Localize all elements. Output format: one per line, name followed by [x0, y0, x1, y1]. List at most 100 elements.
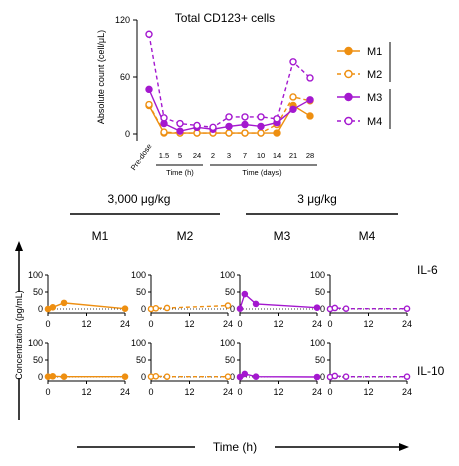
data-point [145, 30, 153, 38]
legend-label: M2 [367, 69, 382, 81]
data-point [49, 303, 57, 311]
x-tick-label: 12 [363, 387, 373, 397]
x-tick-label: 12 [81, 319, 91, 329]
group-label-low-dose: 3 μg/kg [297, 192, 337, 206]
data-point [236, 373, 244, 381]
data-point [403, 373, 411, 380]
panel-series-line [329, 307, 407, 310]
x-tick-label: 24 [223, 387, 233, 397]
data-point [313, 304, 321, 311]
x-tick-label: 24 [402, 387, 412, 397]
y-tick-label: 120 [115, 15, 130, 25]
y-tick-label: 0 [38, 372, 43, 382]
data-point [241, 370, 249, 378]
panel-title: M1 [92, 229, 109, 243]
x-tick-label: Pre-dose [129, 142, 154, 172]
data-point [152, 373, 160, 380]
x-tick-label: 0 [327, 387, 332, 397]
y-tick-label: 50 [136, 355, 146, 365]
panel-title: M4 [359, 229, 376, 243]
data-point [224, 373, 232, 380]
legend-label: M4 [367, 116, 382, 128]
x-tick-label: 1.5 [159, 151, 169, 160]
x-tick-label: 14 [273, 151, 281, 160]
data-point [241, 290, 249, 298]
data-point [342, 305, 350, 312]
chart-title: Total CD123+ cells [175, 11, 275, 25]
data-point [331, 372, 339, 380]
x-tick-label: 0 [148, 319, 153, 329]
x-tick-label: 12 [363, 319, 373, 329]
data-point [163, 373, 171, 380]
data-point [160, 114, 168, 122]
legend-marker [344, 69, 353, 79]
data-point [257, 122, 265, 131]
x-tick-label: 12 [273, 319, 283, 329]
y-tick-label: 100 [28, 270, 43, 280]
y-axis-arrow-head [15, 241, 23, 251]
group-label-days: Time (days) [242, 168, 282, 177]
y-tick-label: 50 [33, 355, 43, 365]
data-point [49, 373, 57, 380]
series-line-m2 [148, 96, 311, 134]
y-tick-label: 50 [315, 355, 325, 365]
x-tick-label: 0 [327, 319, 332, 329]
x-axis-arrow-head [399, 443, 409, 451]
x-tick-label: 10 [257, 151, 265, 160]
data-point [289, 105, 297, 114]
data-point [224, 302, 232, 309]
x-tick-label: 0 [237, 319, 242, 329]
data-point [241, 129, 249, 137]
x-tick-label: 0 [237, 387, 242, 397]
y-tick-label: 50 [225, 355, 235, 365]
x-tick-label: 24 [193, 151, 201, 160]
data-point [60, 299, 68, 307]
data-point [225, 129, 233, 137]
y-tick-label: 0 [320, 372, 325, 382]
data-point [241, 120, 249, 129]
y-tick-label: 50 [225, 287, 235, 297]
cd123-chart: Total CD123+ cells 0 60 120 Absolute count (… [96, 11, 391, 177]
row-label-il6: IL-6 [417, 263, 438, 277]
panel-series-line [239, 292, 318, 309]
x-tick-label: 24 [120, 319, 130, 329]
x-tick-label: 12 [184, 319, 194, 329]
x-tick-label: 24 [223, 319, 233, 329]
data-point [225, 113, 233, 121]
row-label-il10: IL-10 [417, 364, 445, 378]
x-tick-label: 24 [402, 319, 412, 329]
panel-title: M3 [274, 229, 291, 243]
x-tick-label: 0 [148, 387, 153, 397]
data-point [121, 305, 129, 312]
legend-label: M1 [367, 46, 382, 58]
data-point [241, 113, 249, 121]
y-tick-label: 100 [310, 338, 325, 348]
x-tick-label: 28 [306, 151, 314, 160]
shared-y-axis-label: Concentration (pg/mL) [14, 290, 24, 380]
panel-series-line [239, 373, 318, 378]
y-tick-label: 100 [220, 270, 235, 280]
data-point [121, 373, 129, 380]
data-point [236, 305, 244, 312]
data-point [163, 304, 171, 312]
y-tick-label: 0 [320, 304, 325, 314]
data-point [225, 122, 233, 131]
x-tick-label: 24 [312, 387, 322, 397]
panel-series-line [329, 375, 407, 378]
y-tick-label: 50 [33, 287, 43, 297]
y-tick-label: 100 [28, 338, 43, 348]
data-point [257, 113, 265, 121]
legend-marker [344, 116, 353, 126]
data-point [342, 373, 350, 380]
group-label-high-dose: 3,000 μg/kg [108, 192, 171, 206]
x-tick-label: 12 [273, 387, 283, 397]
x-tick-label: 0 [45, 387, 50, 397]
data-point [273, 129, 281, 137]
data-point [252, 300, 260, 308]
y-axis-label: Absolute count (cell/μL) [96, 30, 106, 124]
data-point [257, 129, 265, 137]
legend-marker [344, 92, 353, 102]
data-point [176, 127, 184, 135]
data-point [313, 373, 321, 381]
legend-marker [344, 46, 353, 56]
